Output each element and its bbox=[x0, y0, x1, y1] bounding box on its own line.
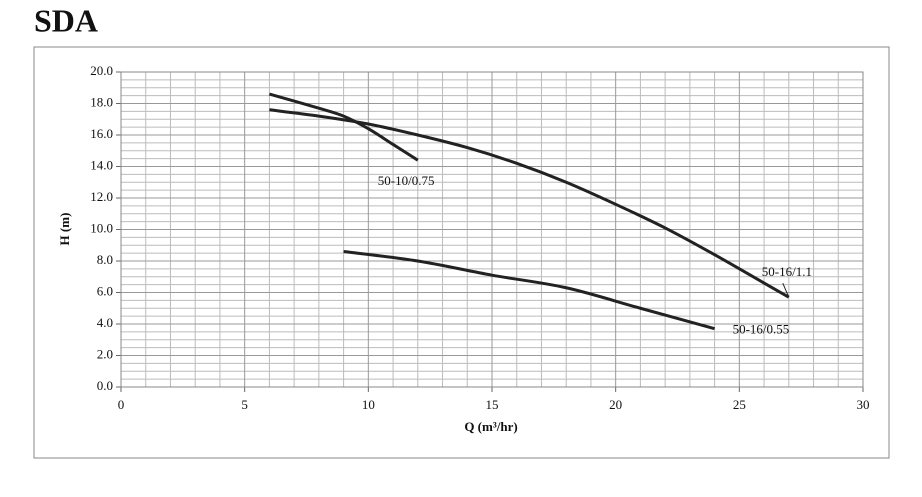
y-tick-label: 4.0 bbox=[97, 315, 113, 330]
page-title: SDA bbox=[34, 2, 98, 38]
series-label: 50-16/0.55 bbox=[733, 322, 790, 337]
series-label: 50-16/1.1 bbox=[762, 264, 812, 279]
plot-area bbox=[120, 71, 864, 388]
series-line bbox=[269, 108, 790, 299]
series-label: 50-10/0.75 bbox=[378, 173, 435, 188]
y-tick-label: 10.0 bbox=[90, 220, 113, 235]
y-tick-label: 8.0 bbox=[97, 252, 113, 267]
y-tick-label: 2.0 bbox=[97, 346, 113, 361]
x-tick-label: 15 bbox=[486, 397, 499, 412]
y-tick-label: 6.0 bbox=[97, 283, 113, 298]
x-axis-label: Q (m³/hr) bbox=[464, 419, 517, 434]
x-tick-label: 0 bbox=[118, 397, 125, 412]
chart-frame bbox=[33, 46, 890, 459]
y-tick-label: 14.0 bbox=[90, 157, 113, 172]
y-axis-label: H (m) bbox=[57, 213, 72, 246]
x-tick-label: 5 bbox=[241, 397, 248, 412]
y-tick-label: 12.0 bbox=[90, 189, 113, 204]
series-line bbox=[343, 250, 715, 331]
y-tick-label: 20.0 bbox=[90, 63, 113, 78]
x-tick-label: 30 bbox=[857, 397, 870, 412]
x-tick-label: 25 bbox=[733, 397, 746, 412]
x-tick-label: 10 bbox=[362, 397, 375, 412]
x-tick-label: 20 bbox=[609, 397, 622, 412]
y-tick-label: 0.0 bbox=[97, 378, 113, 393]
y-tick-label: 18.0 bbox=[90, 94, 113, 109]
y-tick-label: 16.0 bbox=[90, 126, 113, 141]
label-leader bbox=[782, 283, 790, 298]
